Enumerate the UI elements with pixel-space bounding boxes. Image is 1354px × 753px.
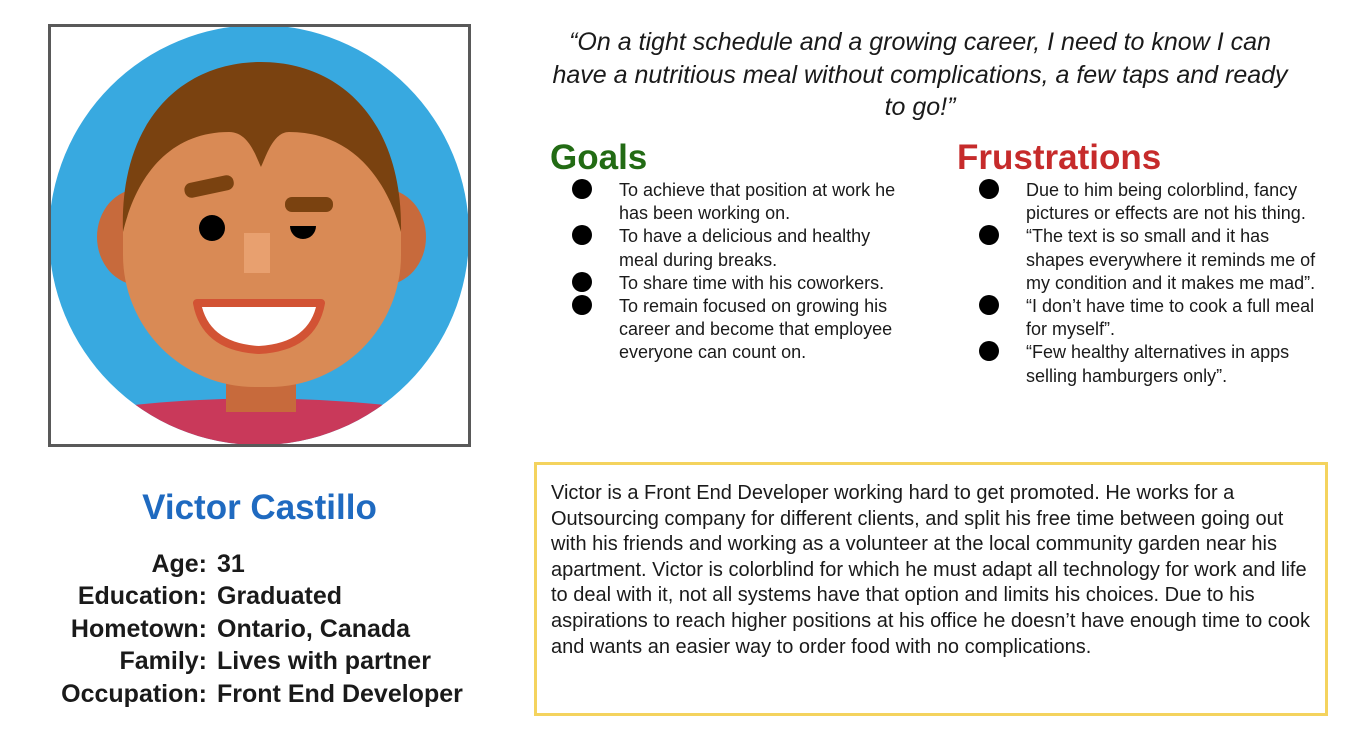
persona-avatar-frame — [48, 24, 471, 447]
frustration-item: “Few healthy alternatives in apps sellin… — [979, 341, 1324, 387]
frustration-text: “The text is so small and it has shapes … — [1026, 226, 1316, 293]
goal-item: To achieve that position at work he has … — [572, 179, 912, 225]
goals-list: To achieve that position at work he has … — [572, 179, 912, 365]
detail-label: Occupation: — [61, 679, 207, 708]
detail-label: Age: — [151, 549, 207, 578]
avatar-left-eyebrow — [184, 175, 234, 198]
frustration-text: Due to him being colorblind, fancy pictu… — [1026, 180, 1306, 224]
bullet-dot-icon — [572, 179, 592, 199]
bullet-dot-icon — [979, 179, 999, 199]
detail-label: Hometown: — [70, 614, 207, 643]
persona-details: Age: 31 Education: Graduated Hometown: O… — [40, 548, 463, 711]
detail-value: 31 — [217, 549, 245, 578]
persona-quote: “On a tight schedule and a growing caree… — [552, 28, 1288, 121]
frustration-item: “The text is so small and it has shapes … — [979, 225, 1324, 295]
avatar-nose — [244, 233, 270, 273]
detail-value: Front End Developer — [217, 679, 463, 708]
frustration-text: “I don’t have time to cook a full meal f… — [1026, 296, 1315, 340]
avatar-illustration — [51, 27, 468, 444]
persona-bio-box: Victor is a Front End Developer working … — [534, 462, 1328, 716]
avatar-mouth — [193, 299, 325, 354]
detail-value: Lives with partner — [217, 647, 431, 676]
bullet-dot-icon — [572, 295, 592, 316]
goal-item: To share time with his coworkers. — [572, 271, 912, 295]
frustration-item: Due to him being colorblind, fancy pictu… — [979, 179, 1324, 225]
bullet-dot-icon — [979, 295, 999, 316]
persona-name: Victor Castillo — [142, 488, 377, 527]
goal-text: To have a delicious and healthy meal dur… — [619, 226, 871, 270]
goal-item: To have a delicious and healthy meal dur… — [572, 225, 912, 271]
detail-value: Graduated — [217, 582, 343, 611]
detail-row-family: Family: Lives with partner — [40, 646, 463, 679]
detail-label: Education: — [77, 582, 207, 611]
goal-text: To share time with his coworkers. — [619, 272, 885, 293]
detail-value: Ontario, Canada — [217, 614, 411, 643]
detail-row-age: Age: 31 — [40, 548, 463, 581]
goals-heading: Goals — [550, 138, 648, 177]
bullet-dot-icon — [572, 271, 592, 292]
goal-text: To achieve that position at work he has … — [619, 180, 896, 224]
avatar-hair — [122, 62, 402, 232]
frustrations-list: Due to him being colorblind, fancy pictu… — [979, 179, 1324, 388]
detail-row-hometown: Hometown: Ontario, Canada — [40, 613, 463, 646]
frustration-text: “Few healthy alternatives in apps sellin… — [1026, 342, 1290, 386]
frustrations-heading: Frustrations — [957, 138, 1162, 177]
bullet-dot-icon — [979, 341, 999, 362]
goal-item: To remain focused on growing his career … — [572, 295, 912, 365]
bullet-dot-icon — [572, 225, 592, 246]
detail-row-education: Education: Graduated — [40, 581, 463, 614]
persona-bio-text: Victor is a Front End Developer working … — [551, 482, 1310, 658]
goal-text: To remain focused on growing his career … — [619, 296, 893, 363]
detail-row-occupation: Occupation: Front End Developer — [40, 678, 463, 711]
bullet-dot-icon — [979, 225, 999, 246]
avatar-left-eye — [199, 215, 225, 241]
avatar-right-eye — [290, 226, 316, 239]
frustration-item: “I don’t have time to cook a full meal f… — [979, 295, 1324, 341]
avatar-right-eyebrow — [285, 197, 333, 212]
detail-label: Family: — [119, 647, 207, 676]
